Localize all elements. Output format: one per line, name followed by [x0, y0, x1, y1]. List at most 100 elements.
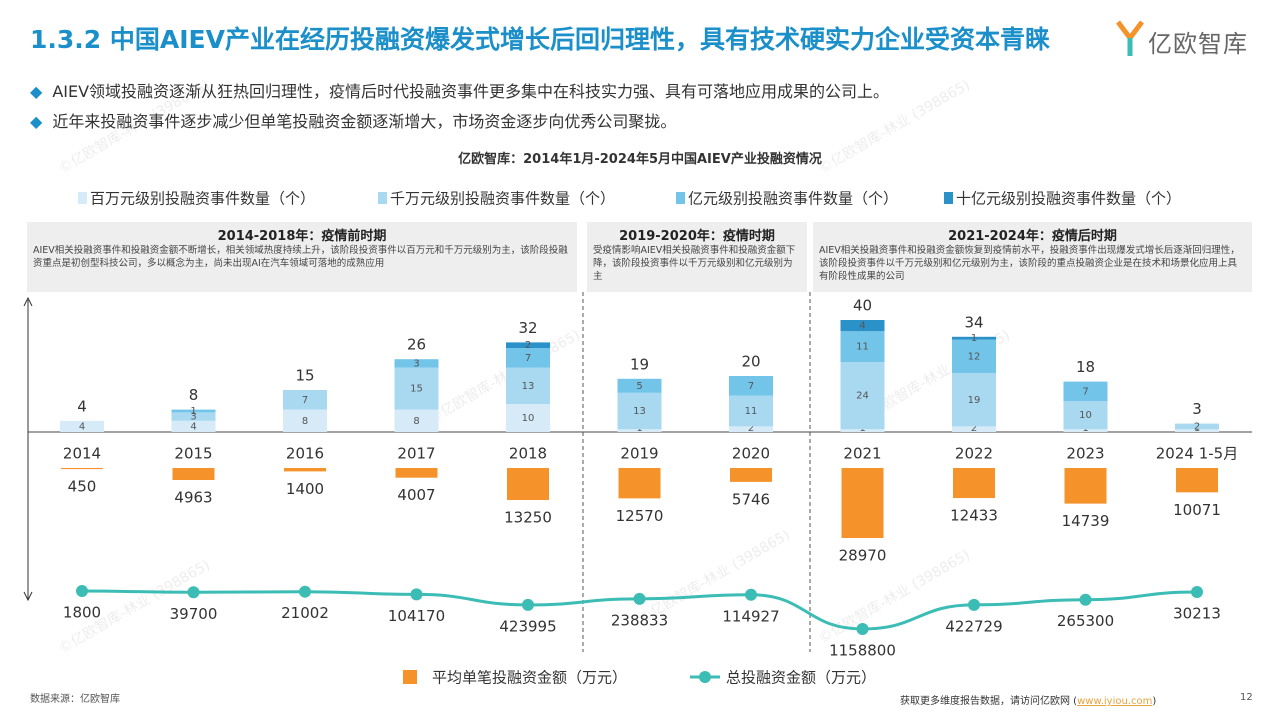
- avg-label: 5746: [732, 490, 770, 508]
- segment-label: 7: [525, 353, 531, 364]
- bar-segment: [1063, 401, 1108, 430]
- avg-bar: [284, 468, 326, 472]
- segment-label: 2: [1194, 421, 1200, 432]
- x-tick-label: 2017: [397, 445, 435, 463]
- avg-label: 4007: [397, 486, 435, 504]
- total-label: 26: [407, 336, 426, 354]
- line-point: [76, 585, 88, 598]
- bar-segment: [729, 426, 773, 432]
- segment-label: 10: [1079, 410, 1092, 421]
- line-point: [410, 588, 423, 601]
- avg-label: 14739: [1062, 512, 1110, 530]
- x-tick-label: 2020: [732, 445, 770, 463]
- bar-segment: [952, 373, 996, 427]
- bar-segment: [840, 429, 885, 432]
- line-point: [1191, 585, 1203, 598]
- avg-label: 4963: [174, 488, 212, 506]
- total-label: 18: [1076, 358, 1095, 376]
- line-label: 1800: [63, 604, 101, 622]
- bar-segment: [394, 367, 439, 410]
- legend-swatch: [378, 192, 387, 204]
- total-label: 19: [630, 355, 649, 373]
- segment-label: 8: [302, 416, 308, 427]
- line-point: [299, 585, 311, 598]
- bullet: 近年来投融资事件逐步减少但单笔投融资金额逐渐增大，市场资金逐步向优秀公司聚拢。: [30, 108, 676, 132]
- segment-label: 13: [522, 381, 535, 392]
- bar-segment: [60, 420, 104, 432]
- segment-label: 3: [413, 358, 419, 369]
- period-panel: 2021-2024年：疫情后时期 AIEV相关投融资事件和投融资金额恢复到疫情前…: [813, 222, 1252, 292]
- avg-label: 13250: [504, 509, 552, 527]
- bar-segment: [506, 348, 550, 368]
- line-point: [1079, 593, 1092, 606]
- x-tick-label: 2014: [63, 445, 101, 463]
- segment-label: 7: [302, 395, 308, 406]
- x-tick-label: 2016: [286, 445, 324, 463]
- bar-segment: [729, 376, 773, 396]
- segment-label: 4: [190, 421, 196, 432]
- footer-link[interactable]: www.iyiou.com: [1077, 696, 1153, 707]
- footer-text: ): [1152, 696, 1157, 707]
- bar-segment: [840, 331, 885, 362]
- page-number: 12: [1240, 692, 1253, 703]
- line-label: 114927: [722, 607, 779, 625]
- bar-segment: [952, 336, 996, 340]
- period-title: 2014-2018年：疫情前时期: [217, 229, 387, 244]
- bar-segment: [729, 395, 773, 427]
- x-tick-label: 2023: [1066, 445, 1104, 463]
- segment-label: 1: [971, 333, 977, 344]
- bar-segment: [1175, 423, 1219, 430]
- segment-label: 2: [748, 423, 754, 434]
- legend-label: 十亿元级别投融资事件数量（个）: [956, 190, 1181, 208]
- x-tick-label: 2024 1-5月: [1156, 445, 1238, 463]
- bullet: AIEV领域投融资逐渐从狂热回归理性，疫情后时代投融资事件更多集中在科技实力强、…: [30, 78, 889, 102]
- source: 数据来源：亿欧智库: [30, 694, 120, 705]
- avg-bar: [1064, 468, 1107, 504]
- bar-segment: [394, 409, 439, 432]
- avg-bar: [172, 468, 215, 480]
- legend-label: 千万元级别投融资事件数量（个）: [390, 190, 615, 208]
- segment-label: 12: [968, 351, 981, 362]
- bar-segment: [171, 420, 216, 432]
- bar-segment: [506, 367, 550, 404]
- x-tick-label: 2015: [174, 445, 212, 463]
- bar-segment: [617, 429, 662, 432]
- avg-bar: [1176, 468, 1218, 493]
- avg-label: 450: [68, 478, 97, 496]
- line-label: 39700: [170, 605, 218, 623]
- axis-arrow: [23, 591, 33, 602]
- line-label: 30213: [1173, 604, 1221, 622]
- line-point: [968, 598, 980, 611]
- legend-label: 总投融资金额（万元）: [726, 669, 876, 687]
- period-panel: 2019-2020年：疫情时期 受疫情影响AIEV相关投融资事件和投融资金额下降…: [587, 222, 807, 292]
- avg-label: 12433: [950, 507, 998, 525]
- legend-swatch: [944, 192, 953, 204]
- line-label: 104170: [388, 607, 445, 625]
- x-tick-label: 2021: [843, 445, 881, 463]
- segment-label: 15: [410, 384, 423, 395]
- legend-swatch: [676, 192, 685, 204]
- bar-segment: [840, 362, 885, 430]
- line-label: 238833: [611, 611, 668, 629]
- footer: 获取更多维度报告数据，请访问亿欧网 (www.iyiou.com): [900, 692, 1156, 707]
- bar-segment: [617, 392, 662, 430]
- segment-label: 1: [190, 406, 196, 417]
- line-point: [187, 586, 200, 599]
- segment-label: 7: [748, 381, 754, 392]
- total-label: 32: [518, 319, 537, 337]
- bar-segment: [171, 412, 216, 421]
- line-point: [633, 592, 646, 605]
- bar-segment: [1063, 381, 1108, 402]
- x-tick-label: 2019: [620, 445, 658, 463]
- segment-label: 4: [79, 421, 85, 432]
- bar-segment: [1175, 429, 1219, 432]
- segment-label: 11: [856, 342, 869, 353]
- bar-segment: [506, 342, 550, 348]
- slide-title: 1.3.2 中国AIEV产业在经历投融资爆发式增长后回归理性，具有技术硬实力企业…: [30, 25, 1050, 54]
- legend-dot: [699, 671, 711, 683]
- line-point: [856, 623, 869, 635]
- segment-label: 24: [856, 391, 869, 402]
- segment-label: 8: [413, 416, 419, 427]
